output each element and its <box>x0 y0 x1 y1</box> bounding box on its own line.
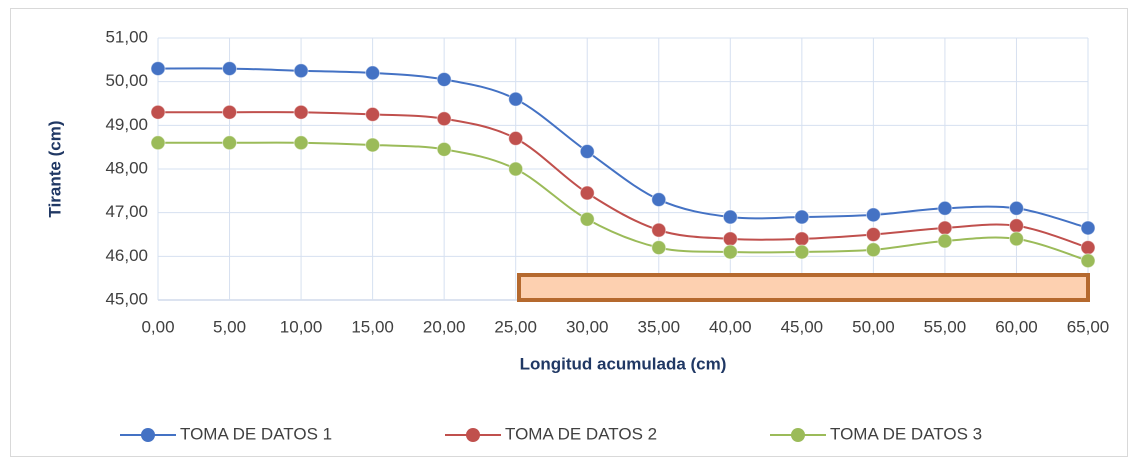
data-point <box>293 63 309 79</box>
x-tick-label: 60,00 <box>995 317 1038 336</box>
x-tick-label: 55,00 <box>924 317 967 336</box>
data-point <box>222 61 238 77</box>
x-tick-label: 65,00 <box>1067 317 1110 336</box>
data-point <box>436 141 452 157</box>
data-point <box>794 231 810 247</box>
data-point <box>579 211 595 227</box>
data-point <box>651 192 667 208</box>
data-point <box>365 65 381 81</box>
series-line <box>157 111 1089 249</box>
x-tick-label: 45,00 <box>781 317 824 336</box>
x-tick-label: 40,00 <box>709 317 752 336</box>
y-tick-label: 46,00 <box>105 246 148 265</box>
data-point <box>865 227 881 242</box>
data-point <box>222 104 238 120</box>
data-point <box>579 144 595 160</box>
data-point <box>651 222 667 238</box>
data-point <box>794 209 810 225</box>
data-point <box>293 135 309 151</box>
legend-marker <box>466 428 480 442</box>
data-point <box>937 220 953 236</box>
series-line <box>158 141 1089 262</box>
data-point <box>937 200 953 216</box>
x-tick-label: 35,00 <box>637 317 680 336</box>
y-tick-label: 50,00 <box>105 71 148 90</box>
chart-frame <box>10 8 1128 457</box>
data-point <box>365 137 381 153</box>
data-point <box>651 240 667 256</box>
data-point <box>1008 200 1024 216</box>
data-point <box>1008 218 1024 234</box>
data-point <box>1080 240 1096 256</box>
legend-marker <box>791 428 805 442</box>
data-point <box>508 130 524 146</box>
y-tick-label: 48,00 <box>105 158 148 177</box>
data-point <box>508 91 524 107</box>
series-line <box>157 67 1089 229</box>
x-tick-label: 25,00 <box>494 317 537 336</box>
y-tick-label: 49,00 <box>105 115 148 134</box>
data-point <box>865 242 881 258</box>
channel-step <box>517 273 1090 302</box>
data-point <box>722 244 738 260</box>
y-tick-label: 45,00 <box>105 289 148 308</box>
data-point <box>150 61 166 77</box>
data-point <box>1080 220 1096 236</box>
x-tick-label: 0,00 <box>141 317 174 336</box>
data-point <box>1080 253 1096 269</box>
x-tick-label: 50,00 <box>852 317 895 336</box>
data-point <box>722 231 738 247</box>
y-axis-title: Tirante (cm) <box>45 121 64 218</box>
data-point <box>794 244 810 260</box>
data-point <box>937 233 953 249</box>
data-point <box>222 135 238 151</box>
data-point <box>579 185 595 201</box>
data-point <box>150 104 166 120</box>
data-point <box>293 104 309 120</box>
data-point <box>865 207 881 223</box>
data-point <box>722 209 738 225</box>
legend-marker <box>141 428 155 442</box>
data-point <box>150 135 166 151</box>
data-point <box>1008 231 1024 247</box>
data-point <box>365 106 381 122</box>
y-tick-label: 47,00 <box>105 202 148 221</box>
x-tick-label: 5,00 <box>213 317 246 336</box>
y-tick-label: 51,00 <box>105 27 148 46</box>
legend-label: TOMA DE DATOS 1 <box>180 424 332 443</box>
data-point <box>436 71 452 87</box>
data-point <box>436 111 452 127</box>
x-tick-label: 10,00 <box>280 317 323 336</box>
x-tick-label: 30,00 <box>566 317 609 336</box>
data-point <box>508 161 524 177</box>
x-axis-title: Longitud acumulada (cm) <box>520 354 727 373</box>
x-tick-label: 15,00 <box>351 317 394 336</box>
x-tick-label: 20,00 <box>423 317 466 336</box>
legend-label: TOMA DE DATOS 2 <box>505 424 657 443</box>
legend-label: TOMA DE DATOS 3 <box>830 424 982 443</box>
